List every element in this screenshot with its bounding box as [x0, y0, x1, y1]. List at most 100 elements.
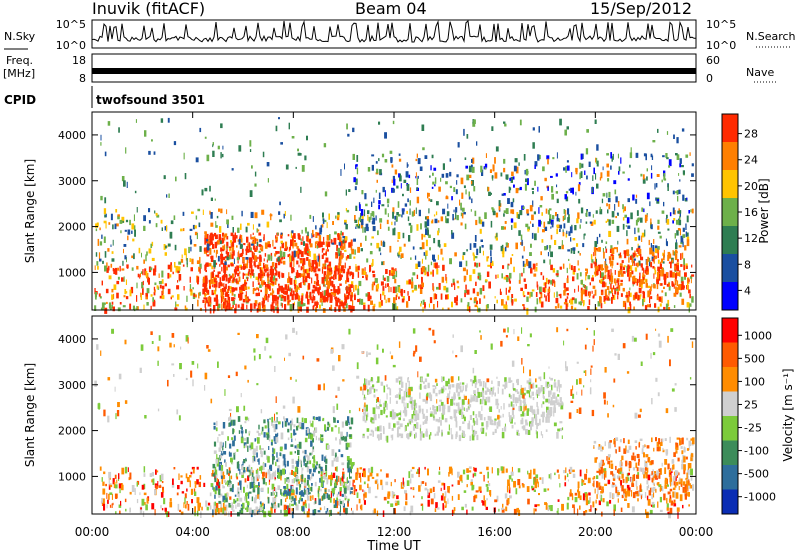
- data-cell: [204, 277, 208, 284]
- data-cell: [346, 431, 348, 437]
- data-cell: [222, 502, 225, 509]
- data-cell: [451, 434, 454, 440]
- data-cell: [321, 248, 324, 253]
- data-cell: [272, 497, 275, 504]
- data-cell: [293, 424, 296, 428]
- data-cell: [604, 468, 607, 472]
- data-cell: [438, 283, 441, 290]
- data-cell: [595, 247, 598, 251]
- data-cell: [612, 294, 614, 299]
- data-cell: [270, 277, 273, 285]
- data-cell: [591, 186, 594, 193]
- data-cell: [534, 233, 537, 241]
- data-cell: [264, 425, 267, 429]
- data-cell: [654, 183, 656, 190]
- data-cell: [146, 288, 150, 294]
- data-cell: [515, 488, 518, 495]
- data-cell: [225, 292, 228, 295]
- data-cell: [653, 284, 656, 289]
- data-cell: [470, 379, 473, 382]
- data-cell: [599, 280, 601, 284]
- data-cell: [263, 295, 266, 300]
- data-cell: [186, 501, 188, 505]
- data-cell: [413, 402, 416, 406]
- data-cell: [330, 509, 332, 516]
- data-cell: [239, 288, 243, 294]
- data-cell: [158, 281, 162, 285]
- data-cell: [337, 286, 340, 293]
- data-cell: [215, 286, 217, 292]
- data-cell: [559, 397, 562, 403]
- data-cell: [572, 276, 575, 282]
- data-cell: [478, 262, 481, 267]
- data-cell: [470, 481, 473, 486]
- data-cell: [318, 470, 321, 474]
- data-cell: [312, 446, 314, 450]
- data-cell: [479, 219, 483, 225]
- data-cell: [277, 503, 280, 508]
- data-cell: [258, 223, 261, 227]
- data-cell: [544, 282, 547, 289]
- data-cell: [431, 186, 434, 189]
- data-cell: [159, 284, 162, 289]
- data-cell: [279, 201, 281, 206]
- data-cell: [425, 254, 427, 260]
- data-cell: [292, 241, 294, 249]
- data-cell: [660, 269, 662, 277]
- data-cell: [230, 252, 232, 259]
- data-cell: [335, 215, 337, 219]
- data-cell: [247, 445, 249, 452]
- data-cell: [285, 510, 288, 517]
- data-cell: [266, 162, 270, 167]
- data-cell: [155, 469, 157, 475]
- data-cell: [284, 464, 287, 468]
- data-cell: [371, 221, 374, 225]
- data-cell: [682, 241, 684, 248]
- data-cell: [652, 140, 656, 143]
- data-cell: [563, 223, 566, 229]
- data-cell: [556, 152, 558, 159]
- data-cell: [629, 271, 632, 278]
- data-cell: [427, 264, 430, 272]
- data-cell: [161, 270, 164, 278]
- data-cell: [490, 250, 492, 257]
- data-cell: [416, 153, 418, 158]
- data-cell: [102, 481, 105, 486]
- data-cell: [314, 481, 317, 487]
- data-cell: [444, 491, 447, 498]
- data-cell: [353, 177, 356, 183]
- data-cell: [249, 272, 252, 277]
- data-cell: [684, 198, 688, 202]
- data-cell: [561, 503, 564, 511]
- data-cell: [98, 293, 101, 297]
- data-cell: [569, 489, 572, 494]
- data-cell: [117, 267, 119, 271]
- data-cell: [545, 503, 548, 510]
- data-cell: [197, 299, 199, 307]
- data-cell: [605, 282, 607, 287]
- data-cell: [351, 507, 352, 511]
- data-cell: [419, 247, 423, 250]
- data-cell: [330, 491, 332, 498]
- data-cell: [335, 499, 337, 507]
- data-cell: [264, 463, 267, 467]
- data-cell: [596, 269, 598, 274]
- data-cell: [103, 208, 107, 215]
- data-cell: [479, 228, 482, 234]
- data-cell: [337, 291, 340, 295]
- data-cell: [351, 305, 355, 311]
- data-cell: [222, 256, 225, 261]
- data-cell: [331, 449, 335, 456]
- data-cell: [263, 281, 266, 285]
- data-cell: [189, 475, 192, 478]
- data-cell: [605, 266, 607, 272]
- data-cell: [292, 471, 295, 476]
- data-cell: [231, 168, 234, 171]
- data-cell: [542, 166, 545, 172]
- data-cell: [408, 471, 411, 479]
- data-cell: [167, 272, 170, 279]
- data-cell: [399, 246, 402, 252]
- data-cell: [303, 459, 305, 466]
- data-cell: [291, 136, 295, 139]
- data-cell: [251, 165, 253, 169]
